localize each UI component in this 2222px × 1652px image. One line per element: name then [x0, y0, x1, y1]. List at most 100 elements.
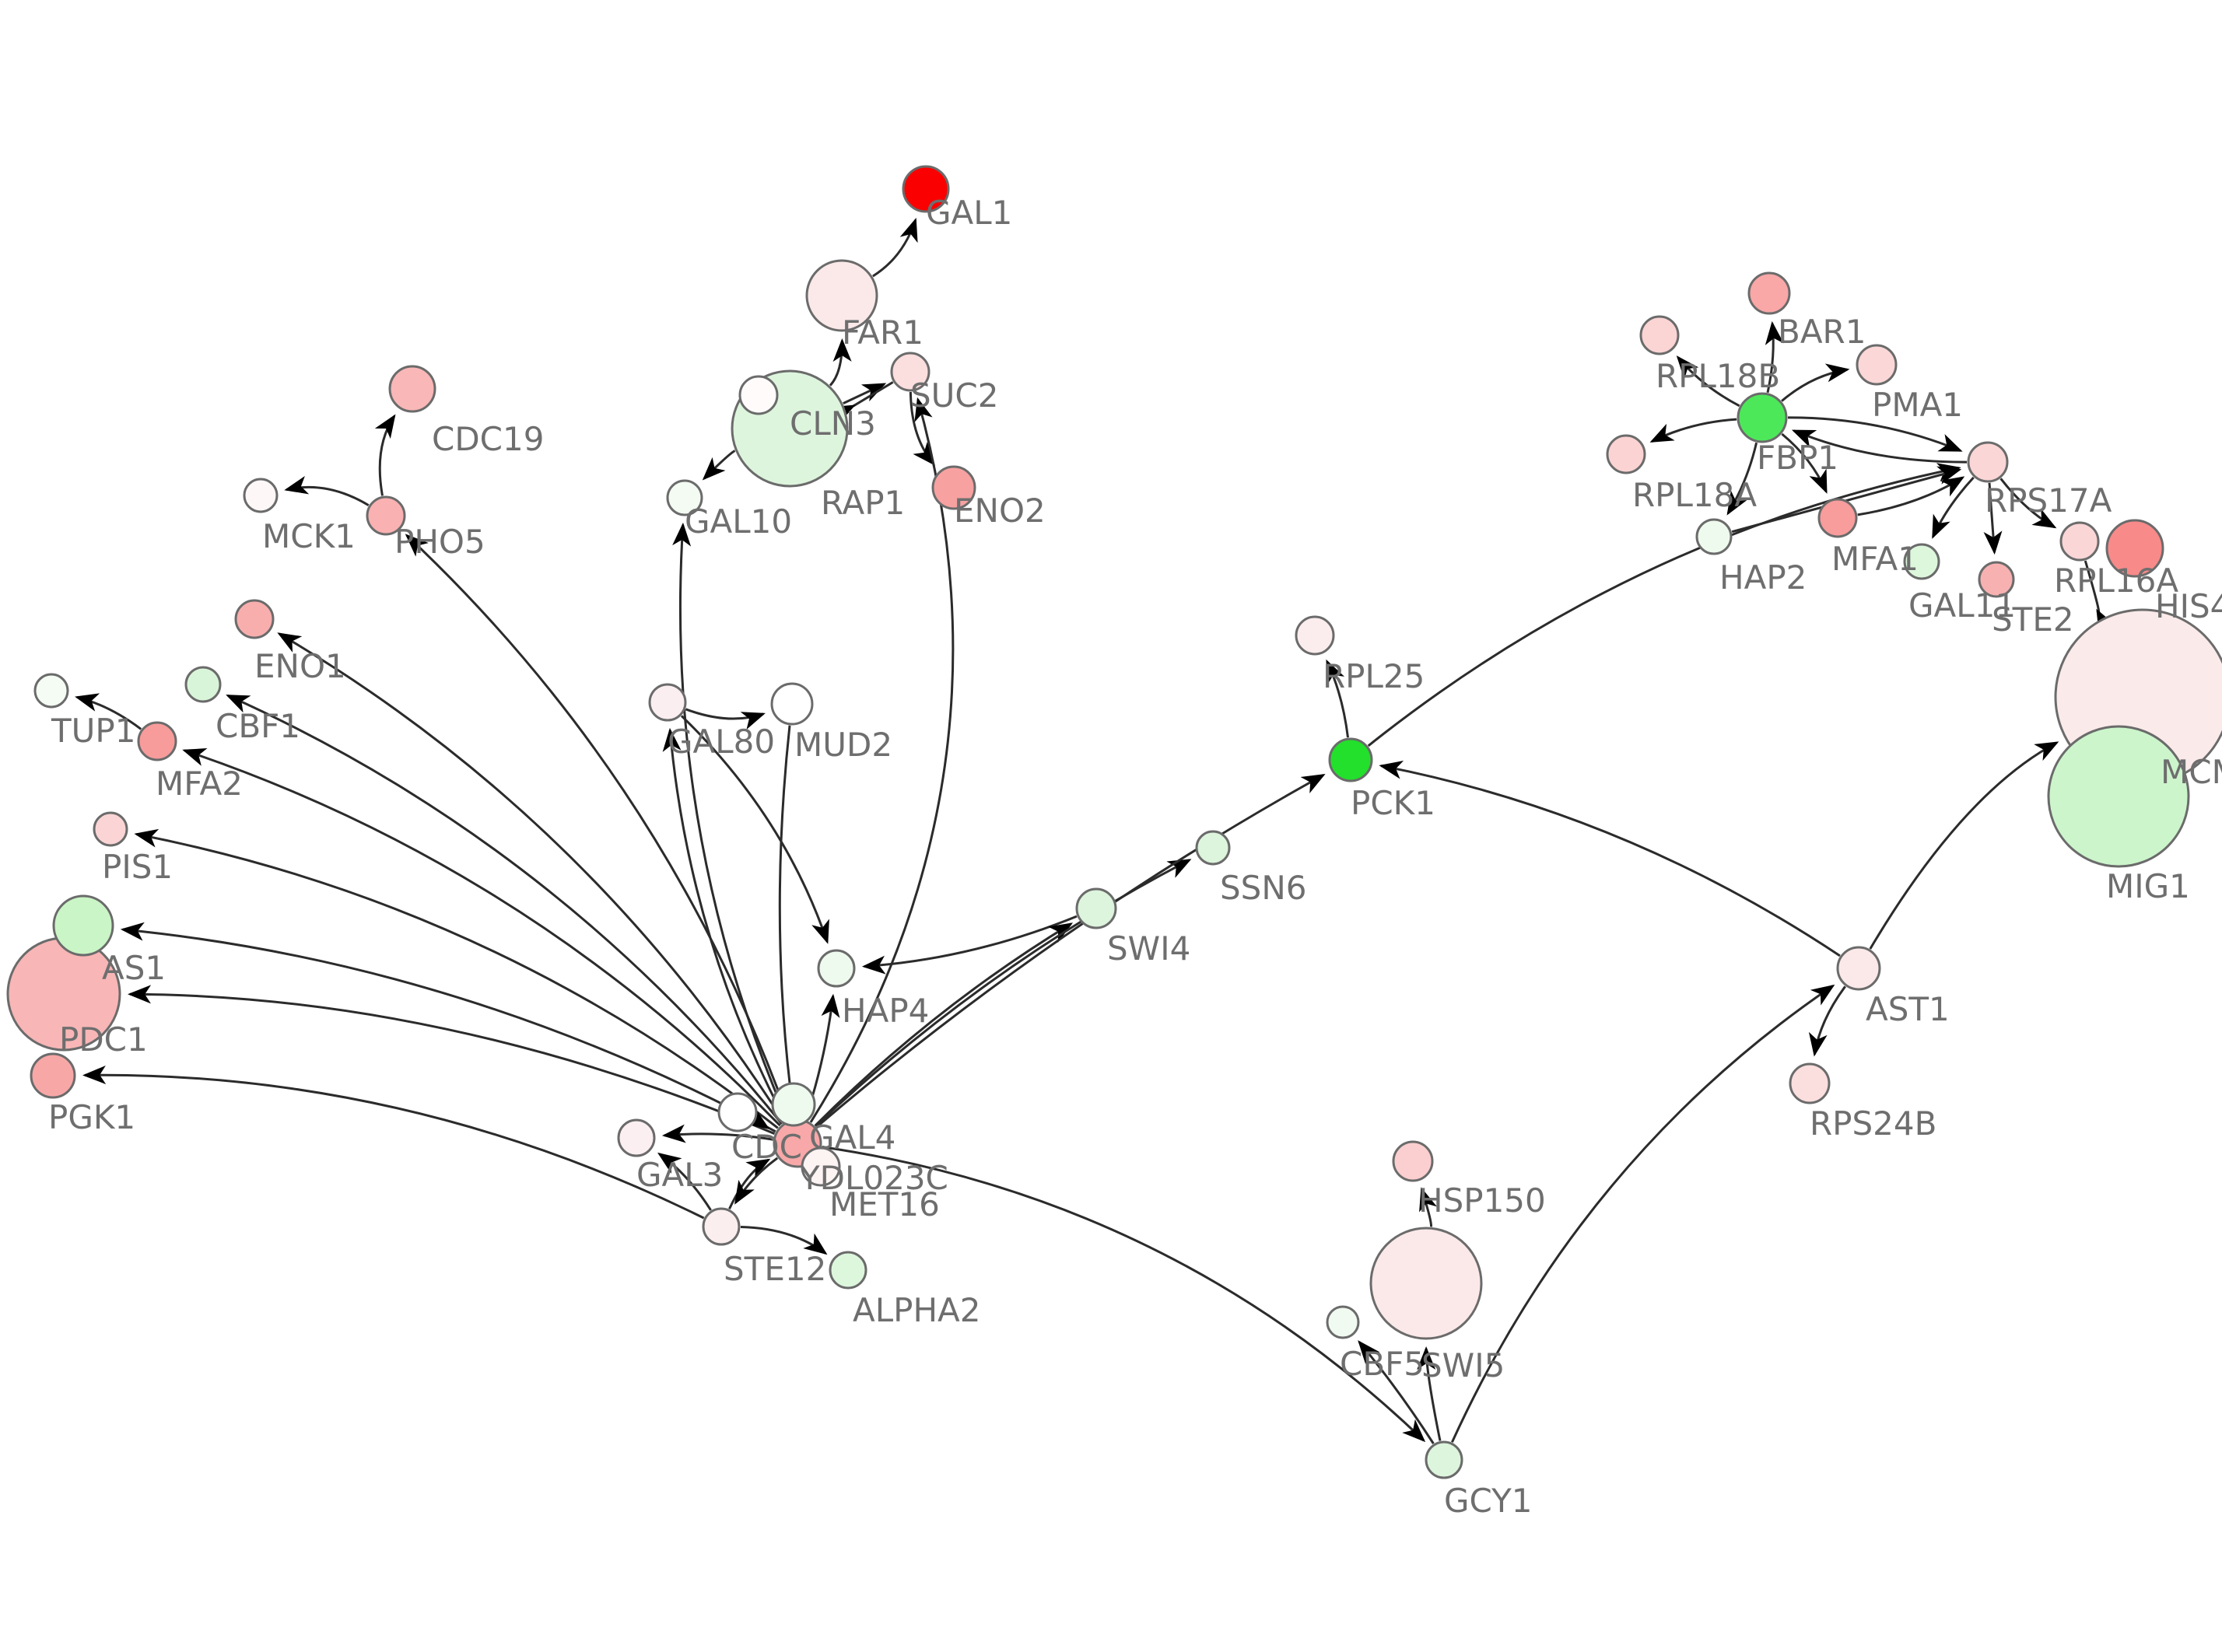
edge-cln3-to-gal10[interactable] — [702, 450, 736, 481]
edge-cdc-to-gal4[interactable] — [745, 1108, 770, 1129]
node-ste12[interactable] — [702, 1207, 741, 1246]
node-ast1[interactable] — [1836, 946, 1881, 991]
edge-cln3-to-suc2[interactable] — [843, 383, 887, 404]
node-rpl18b[interactable] — [1639, 315, 1680, 355]
edge-rps17a-to-gal11[interactable] — [1932, 476, 1975, 539]
node-gal1[interactable] — [902, 165, 950, 213]
node-pis1[interactable] — [93, 811, 128, 847]
edge-gcy1-to-swi5[interactable] — [1417, 1346, 1442, 1441]
edge-ste12-to-gal3[interactable] — [657, 1152, 712, 1211]
edge-mfa2-to-tup1[interactable] — [75, 693, 142, 730]
node-hsp150[interactable] — [1392, 1140, 1434, 1182]
node-rpl25[interactable] — [1295, 615, 1335, 656]
node-pck1[interactable] — [1328, 737, 1373, 782]
edge-gal4-to-pis1[interactable] — [134, 828, 779, 1129]
edge-gal4-to-mfa2[interactable] — [182, 748, 781, 1127]
node-hap4[interactable] — [817, 949, 856, 988]
node-cbf1[interactable] — [184, 666, 222, 703]
edge-gal4-to-ste12[interactable] — [734, 1157, 779, 1205]
node-swi5[interactable] — [1369, 1227, 1483, 1340]
node-rap1[interactable] — [738, 375, 779, 415]
node-gal80[interactable] — [648, 683, 687, 722]
edge-pck1-to-rps17a[interactable] — [1367, 463, 1961, 747]
edge-fbp1-to-pma1[interactable] — [1781, 363, 1850, 402]
edge-gal4-to-gal3[interactable] — [661, 1124, 773, 1143]
edge-fbp1-to-bar1[interactable] — [1765, 320, 1784, 394]
edge-rps17a-to-rpl16a[interactable] — [1999, 478, 2057, 529]
edge-pho5-to-cdc19[interactable] — [374, 414, 396, 496]
edge-rpl16a-to-mcm1[interactable] — [2084, 560, 2116, 634]
node-alpha2[interactable] — [829, 1251, 867, 1290]
node-ydl023c[interactable] — [801, 1146, 841, 1187]
node-mud2[interactable] — [770, 682, 814, 726]
edge-suc2-to-cln3[interactable] — [830, 381, 894, 424]
edge-gal80-to-hap4[interactable] — [680, 715, 829, 944]
node-eno2[interactable] — [931, 465, 976, 510]
node-pho5[interactable] — [366, 495, 406, 536]
node-gal10[interactable] — [666, 479, 703, 516]
node-his4[interactable] — [2105, 519, 2164, 578]
node-ssn6[interactable] — [1195, 830, 1231, 866]
edge-fbp1-to-hap2[interactable] — [1726, 442, 1758, 516]
edge-swi5-to-hsp150[interactable] — [1419, 1187, 1437, 1227]
edge-gal4-to-pdc1[interactable] — [128, 985, 776, 1135]
edge-gal4-to-as1[interactable] — [120, 922, 776, 1133]
edge-gal4-to-gal10[interactable] — [672, 522, 789, 1122]
edge-gal80-to-mud2[interactable] — [685, 708, 766, 730]
node-gal3[interactable] — [617, 1118, 656, 1157]
edge-far1-to-gal1[interactable] — [872, 217, 918, 278]
edge-gcy1-to-cbf5[interactable] — [1358, 1340, 1435, 1444]
edge-fbp1-to-mfa1[interactable] — [1781, 432, 1828, 494]
edge-gal4-to-gal80[interactable] — [662, 727, 787, 1122]
edge-fbp1-to-rpl18a[interactable] — [1649, 418, 1737, 443]
node-rps17a[interactable] — [1967, 441, 2009, 483]
node-mfa2[interactable] — [137, 721, 177, 761]
node-rpl18a[interactable] — [1606, 434, 1646, 474]
node-mck1[interactable] — [243, 478, 279, 513]
edge-gal4-to-gcy1[interactable] — [822, 1146, 1426, 1443]
node-cdc[interactable] — [717, 1092, 758, 1132]
node-pgk1[interactable] — [30, 1052, 76, 1099]
node-mig1[interactable] — [2047, 725, 2190, 868]
edge-gal4-to-pck1[interactable] — [815, 773, 1326, 1129]
node-pma1[interactable] — [1856, 344, 1898, 386]
edge-ste12-to-pgk1[interactable] — [82, 1066, 705, 1220]
node-fbp1[interactable] — [1737, 392, 1788, 443]
node-far1[interactable] — [805, 259, 878, 332]
node-ste2[interactable] — [1978, 561, 2015, 598]
edge-ste12-to-gal4[interactable] — [728, 1158, 771, 1209]
edge-rps17a-to-fbp1[interactable] — [1791, 429, 1968, 464]
node-as1[interactable] — [52, 894, 114, 957]
edge-ast1-to-mcm1[interactable] — [1869, 741, 2059, 950]
edge-mud2-to-gal4[interactable] — [778, 725, 800, 1113]
node-swi4[interactable] — [1075, 887, 1117, 929]
edge-fbp1-to-rps17a[interactable] — [1787, 416, 1963, 452]
edge-gal4-to-eno1[interactable] — [277, 632, 786, 1123]
node-hap2[interactable] — [1695, 518, 1733, 555]
edge-gal4-to-cbf1[interactable] — [226, 694, 783, 1125]
node-cbf5[interactable] — [1326, 1305, 1360, 1339]
edge-gal4-to-swi4[interactable] — [814, 922, 1074, 1127]
node-rpl16a[interactable] — [2059, 521, 2100, 562]
edge-fbp1-to-rpl18b[interactable] — [1676, 355, 1740, 408]
node-eno1[interactable] — [234, 599, 275, 639]
node-met16[interactable] — [771, 1082, 816, 1127]
edge-pck1-to-rpl25[interactable] — [1326, 659, 1349, 738]
edge-ste12-to-alpha2[interactable] — [740, 1226, 828, 1255]
node-tup1[interactable] — [33, 673, 69, 709]
edge-ast1-to-pck1[interactable] — [1379, 760, 1841, 957]
edge-hap2-to-rps17a[interactable] — [1731, 466, 1962, 534]
node-suc2[interactable] — [890, 352, 931, 392]
node-gal11[interactable] — [1903, 543, 1940, 580]
edge-gal4-to-pho5[interactable] — [405, 534, 790, 1121]
edge-suc2-to-eno2[interactable] — [909, 391, 936, 466]
node-bar1[interactable] — [1747, 271, 1791, 315]
edge-ast1-to-rps24b[interactable] — [1808, 985, 1846, 1057]
node-rps24b[interactable] — [1789, 1062, 1831, 1104]
edge-gcy1-to-ast1[interactable] — [1451, 984, 1835, 1443]
node-cdc19[interactable] — [388, 365, 436, 413]
edge-pho5-to-mck1[interactable] — [284, 475, 370, 506]
edge-gal4-to-suc2[interactable] — [809, 397, 955, 1123]
node-mfa1[interactable] — [1817, 498, 1858, 538]
node-gcy1[interactable] — [1425, 1440, 1463, 1479]
